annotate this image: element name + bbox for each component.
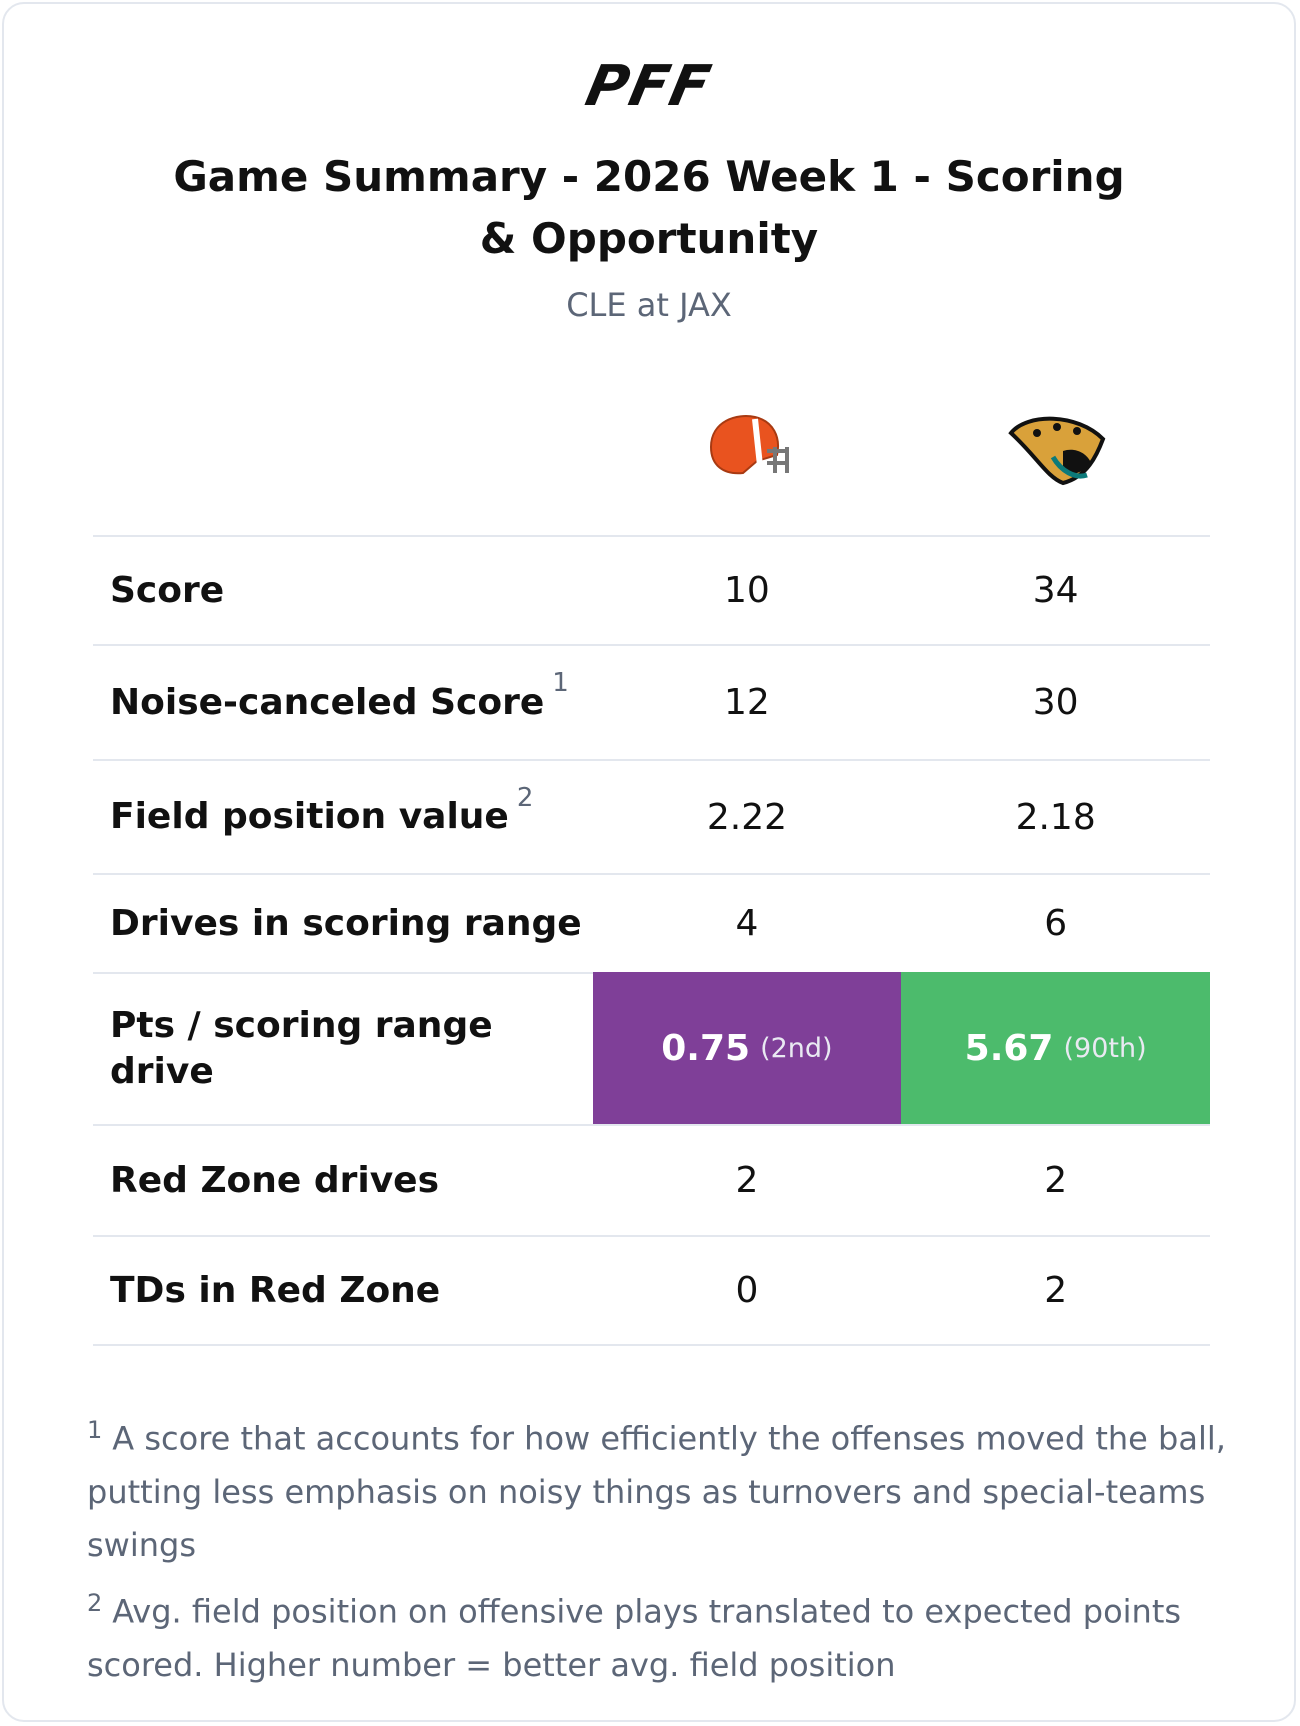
label-text: TDs in Red Zone	[110, 1269, 441, 1311]
row-label: Score	[93, 537, 593, 644]
title: Game Summary - 2026 Week 1 - Scoring & O…	[173, 152, 1125, 263]
label-text: Field position value	[110, 796, 509, 837]
label-text: Noise-canceled Score	[110, 681, 545, 723]
value: 12	[724, 682, 770, 723]
value-cell: 2	[901, 1237, 1210, 1344]
table-row: Red Zone drives 2 2	[93, 1126, 1210, 1237]
label-text: Drives in scoring range	[110, 902, 582, 944]
row-label: Drives in scoring range	[93, 875, 593, 972]
team-logos	[709, 415, 1106, 486]
value: 2.22	[706, 796, 787, 838]
jaguars-head	[1008, 416, 1106, 486]
row-label: Pts / scoring range drive	[93, 974, 593, 1124]
row-label: Noise-canceled Score 1	[93, 646, 593, 759]
footnote-marker: 1	[87, 1416, 103, 1444]
subtitle: CLE at JAX	[566, 286, 732, 324]
table-row: Drives in scoring range 4 6	[93, 875, 1210, 974]
footnote: 2 Avg. field position on offensive plays …	[87, 1577, 1227, 1692]
value-cell: 4	[593, 875, 902, 972]
value-cell: 0.75 (2nd)	[592, 972, 902, 1124]
value-cell: 0	[593, 1237, 902, 1344]
table-row: TDs in Red Zone 0 2	[93, 1237, 1210, 1346]
browns-helmet	[709, 415, 789, 476]
footnote-ref: 1	[552, 668, 569, 698]
stats-table: Score 10 34 Noise-canceled Score 1 12 30 Field …	[93, 535, 1210, 1346]
value-cell: 2	[901, 1126, 1210, 1235]
logo: PFF	[580, 54, 718, 119]
value-cell: 2	[593, 1126, 902, 1235]
value: 2	[1044, 1270, 1068, 1311]
value: 34	[1032, 570, 1079, 611]
table-row: Score 10 34	[93, 537, 1210, 646]
value-cell: 5.67 (90th)	[901, 972, 1210, 1124]
footnote-marker: 2	[87, 1589, 103, 1617]
value: 2	[735, 1160, 759, 1201]
rank: (2nd)	[760, 1032, 833, 1064]
value: 30	[1032, 682, 1079, 723]
label-text: Red Zone drives	[110, 1159, 440, 1201]
value-cell: 6	[901, 875, 1210, 972]
table-row: Pts / scoring range drive 0.75 (2nd) 5.67 (9…	[93, 972, 1210, 1126]
footnote-text: A score that accounts for how efficientl…	[87, 1419, 1226, 1564]
row-label: Field position value 2	[93, 761, 593, 873]
footnote-ref: 2	[516, 783, 534, 813]
value: 10	[724, 570, 770, 611]
value-cell: 30	[901, 646, 1210, 759]
value-cell: 2.18	[901, 761, 1210, 873]
value: 2	[1044, 1160, 1068, 1201]
table-row: Field position value 2 2.22 2.18	[93, 761, 1210, 875]
value: 4	[735, 903, 759, 944]
row-label: TDs in Red Zone	[93, 1237, 593, 1344]
row-label: Red Zone drives	[93, 1126, 593, 1235]
table-row: Noise-canceled Score 1 12 30	[93, 646, 1210, 761]
value: 5.67	[964, 1027, 1054, 1069]
value: 2.18	[1015, 796, 1096, 838]
label-text: Score	[110, 569, 225, 611]
value: 0.75	[661, 1027, 751, 1069]
value: 6	[1044, 903, 1068, 944]
value: 0	[735, 1270, 759, 1311]
value-cell: 12	[593, 646, 902, 759]
footnote-text: Avg. field position on offensive plays t…	[87, 1592, 1182, 1684]
value-cell: 2.22	[593, 761, 902, 873]
rank: (90th)	[1063, 1032, 1147, 1064]
value-cell: 10	[593, 537, 902, 644]
value-cell: 34	[901, 537, 1210, 644]
label-text: Pts / scoring range drive	[110, 1005, 493, 1092]
